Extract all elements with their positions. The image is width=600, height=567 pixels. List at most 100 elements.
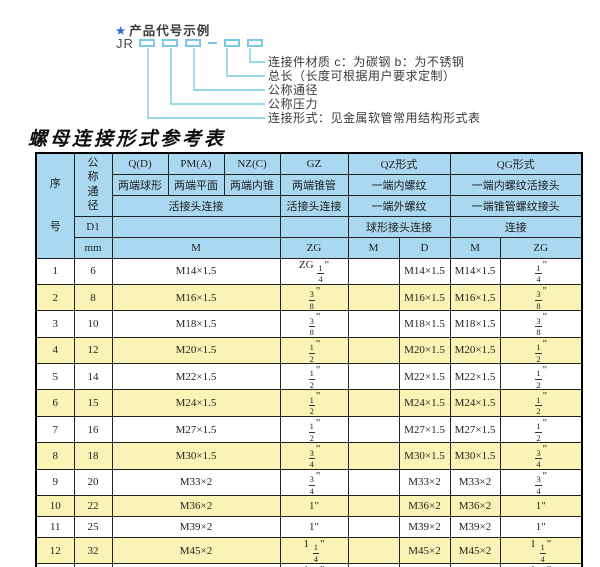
header-pm-desc: 两端平面 xyxy=(167,173,225,196)
header-empty-m xyxy=(111,215,281,238)
cell-qz_m xyxy=(347,495,400,518)
cell-m: M36×2 xyxy=(111,495,281,518)
cell-qg_zg: 1 12" xyxy=(499,563,583,567)
header-qg-m-label: M xyxy=(449,236,501,259)
cell-m: M14×1.5 xyxy=(111,257,281,285)
cell-qg_zg: 1" xyxy=(499,516,583,539)
header-seq: 序号 xyxy=(35,152,75,259)
cell-dn: 15 xyxy=(73,389,113,417)
cell-qg_m: M20×1.5 xyxy=(449,336,501,365)
header-gz-connection: 活接头连接 xyxy=(279,194,349,217)
cell-qz_d: M39×2 xyxy=(398,516,451,539)
cell-qz_d: M30×1.5 xyxy=(398,442,451,470)
cell-qz_d: M45×2 xyxy=(398,537,451,565)
cell-gz_zg: ZG 1 4 " xyxy=(279,257,349,285)
cell-qz_m xyxy=(347,442,400,470)
cell-qg_m: M30×1.5 xyxy=(449,442,501,470)
cell-m: M20×1.5 xyxy=(111,336,281,365)
cell-qz_d: M22×1.5 xyxy=(398,363,451,391)
header-qg-desc2: 一端锥管螺纹接头 xyxy=(449,194,583,217)
header-col-qg: QG形式 xyxy=(449,152,583,175)
header-col-qz: QZ形式 xyxy=(347,152,451,175)
code-labels: 连接件材质 c：为碳钢 b：为不锈钢 总长（长度可根据用户要求定制） 公称通径 … xyxy=(268,55,481,125)
cell-qz_m xyxy=(347,336,400,365)
cell-qg_zg: 3 8 " xyxy=(499,310,583,338)
cell-qg_m: M22×1.5 xyxy=(449,363,501,391)
header-qg-zg-label: ZG xyxy=(499,236,583,259)
header-m-label: M xyxy=(111,236,281,259)
cell-qg_m: M24×1.5 xyxy=(449,389,501,417)
cell-dn: 10 xyxy=(73,310,113,338)
cell-qg_m: M18×1.5 xyxy=(449,310,501,338)
table-row: 11 25 M39×2 1" M39×2 M39×2 1" xyxy=(35,516,583,539)
cell-seq: 7 xyxy=(35,415,75,444)
cell-seq: 2 xyxy=(35,283,75,312)
header-gz-desc: 两端锥管 xyxy=(279,173,349,196)
table-row: 1340M52×21 12"M52×2M52×21 12" xyxy=(35,563,583,567)
cell-dn: 6 xyxy=(73,257,113,285)
cell-m: M22×1.5 xyxy=(111,363,281,391)
table-row: 12 32 M45×2 1 1 4 " M45×2 M45×2 1 1 4 " xyxy=(35,537,583,565)
header-zg-label: ZG xyxy=(279,236,349,259)
header-col-q: Q(D) xyxy=(111,152,169,175)
cell-m: M18×1.5 xyxy=(111,310,281,338)
cell-m: M27×1.5 xyxy=(111,415,281,444)
header-q-desc: 两端球形 xyxy=(111,173,169,196)
cell-qg_zg: 1" xyxy=(499,495,583,518)
cell-qz_m xyxy=(347,257,400,285)
header-mm: mm xyxy=(73,236,113,259)
cell-qg_zg: 3 4 " xyxy=(499,442,583,470)
header-dn: 公称通径 xyxy=(73,152,113,217)
cell-dn: 22 xyxy=(73,495,113,518)
cell-gz_zg: 1 2 " xyxy=(279,415,349,444)
cell-seq: 6 xyxy=(35,389,75,417)
cell-qz_m xyxy=(347,283,400,312)
cell-qz_m xyxy=(347,516,400,539)
cell-qz_m xyxy=(347,389,400,417)
cell-qg_m: M16×1.5 xyxy=(449,283,501,312)
cell-seq: 3 xyxy=(35,310,75,338)
cell-qz_m xyxy=(347,415,400,444)
table-header: 序号 公称通径 Q(D) PM(A) NZ(C) GZ QZ形式 QG形式 两端… xyxy=(35,152,583,259)
code-label-length: 总长（长度可根据用户要求定制） xyxy=(268,69,456,83)
cell-gz_zg: 1 2 " xyxy=(279,363,349,391)
cell-qz_d: M14×1.5 xyxy=(398,257,451,285)
cell-qg_zg: 1 2 " xyxy=(499,363,583,391)
table-row: 5 14 M22×1.5 1 2 " M22×1.5 M22×1.5 1 2 " xyxy=(35,363,583,391)
cell-seq: 12 xyxy=(35,537,75,565)
code-box-3 xyxy=(184,39,201,47)
header-col-gz: GZ xyxy=(279,152,349,175)
cell-gz_zg: 1 2 " xyxy=(279,336,349,365)
code-label-diameter: 公称通径 xyxy=(268,83,319,97)
diagram-title-text: 产品代号示例 xyxy=(129,24,211,38)
cell-dn: 8 xyxy=(73,283,113,312)
cell-dn: 12 xyxy=(73,336,113,365)
cell-seq: 4 xyxy=(35,336,75,365)
product-code-prefix: JR xyxy=(116,35,134,51)
cell-gz_zg: 3 8 " xyxy=(279,283,349,312)
cell-qz_d: M27×1.5 xyxy=(398,415,451,444)
cell-seq: 1 xyxy=(35,257,75,285)
cell-qg_zg: 1 1 4 " xyxy=(499,537,583,565)
table-row: 3 10 M18×1.5 3 8 " M18×1.5 M18×1.5 3 8 " xyxy=(35,310,583,338)
header-nz-desc: 两端内锥 xyxy=(223,173,281,196)
cell-gz_zg: 1" xyxy=(279,516,349,539)
code-label-connection: 连接形式：见金属软管常用结构形式表 xyxy=(268,111,481,125)
table-row: 1 6 M14×1.5 ZG 1 4 " M14×1.5 M14×1.5 1 4 " xyxy=(35,257,583,285)
cell-m: M24×1.5 xyxy=(111,389,281,417)
header-qz-desc2: 一端外螺纹 xyxy=(347,194,451,217)
cell-qg_m: M39×2 xyxy=(449,516,501,539)
cell-qz_d: M20×1.5 xyxy=(398,336,451,365)
cell-gz_zg: 1 1 4 " xyxy=(279,537,349,565)
product-code-diagram: ★ 产品代号示例 JR 连接件材质 c：为碳钢 b：为不锈钢 总长（长度可根据用户… xyxy=(0,0,600,128)
star-icon: ★ xyxy=(115,24,128,38)
cell-qz_d: M16×1.5 xyxy=(398,283,451,312)
cell-m: M30×1.5 xyxy=(111,442,281,470)
cell-dn: 25 xyxy=(73,516,113,539)
header-qg-connection: 连接 xyxy=(449,215,583,238)
code-dash xyxy=(207,42,217,44)
code-label-material: 连接件材质 c：为碳钢 b：为不锈钢 xyxy=(268,55,465,69)
table-row: 4 12 M20×1.5 1 2 " M20×1.5 M20×1.5 1 2 " xyxy=(35,336,583,365)
cell-seq: 5 xyxy=(35,363,75,391)
code-box-5 xyxy=(246,39,263,47)
